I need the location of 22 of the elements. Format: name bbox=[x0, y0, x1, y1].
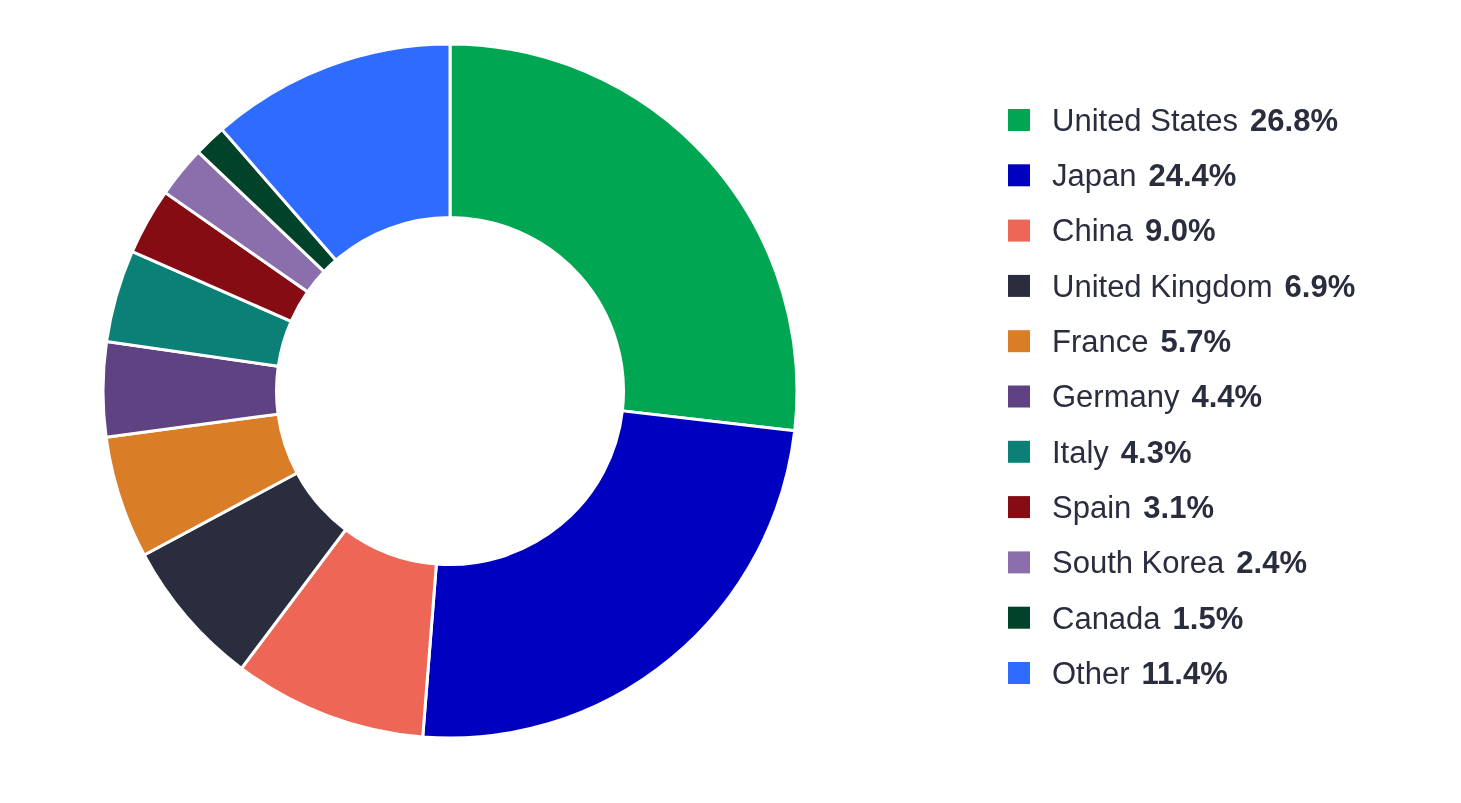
data-label: 3.1% bbox=[1143, 489, 1214, 525]
legend-label: Germany bbox=[1052, 379, 1180, 415]
legend-label: Italy bbox=[1052, 434, 1110, 470]
data-label: 4.3% bbox=[1120, 434, 1192, 470]
legend-label: China bbox=[1052, 213, 1134, 249]
legend-label: United States bbox=[1052, 102, 1239, 138]
data-label: 24.4% bbox=[1148, 158, 1237, 194]
legend-label: Other bbox=[1052, 655, 1130, 691]
data-label: 2.4% bbox=[1236, 545, 1308, 581]
legend-label: Canada bbox=[1052, 600, 1162, 636]
data-label: 4.4% bbox=[1191, 379, 1263, 415]
data-label: 1.5% bbox=[1172, 600, 1244, 636]
data-label: 26.8% bbox=[1250, 102, 1339, 138]
legend-label: United Kingdom bbox=[1052, 268, 1273, 304]
legend-label: Japan bbox=[1052, 158, 1137, 194]
data-label: 6.9% bbox=[1284, 268, 1356, 304]
legend-label: France bbox=[1052, 324, 1149, 360]
legend-label: South Korea bbox=[1052, 545, 1226, 581]
legend-label: Spain bbox=[1052, 489, 1132, 525]
data-label: 9.0% bbox=[1145, 213, 1216, 249]
data-label: 11.4% bbox=[1141, 655, 1228, 691]
data-label: 5.7% bbox=[1160, 324, 1232, 360]
